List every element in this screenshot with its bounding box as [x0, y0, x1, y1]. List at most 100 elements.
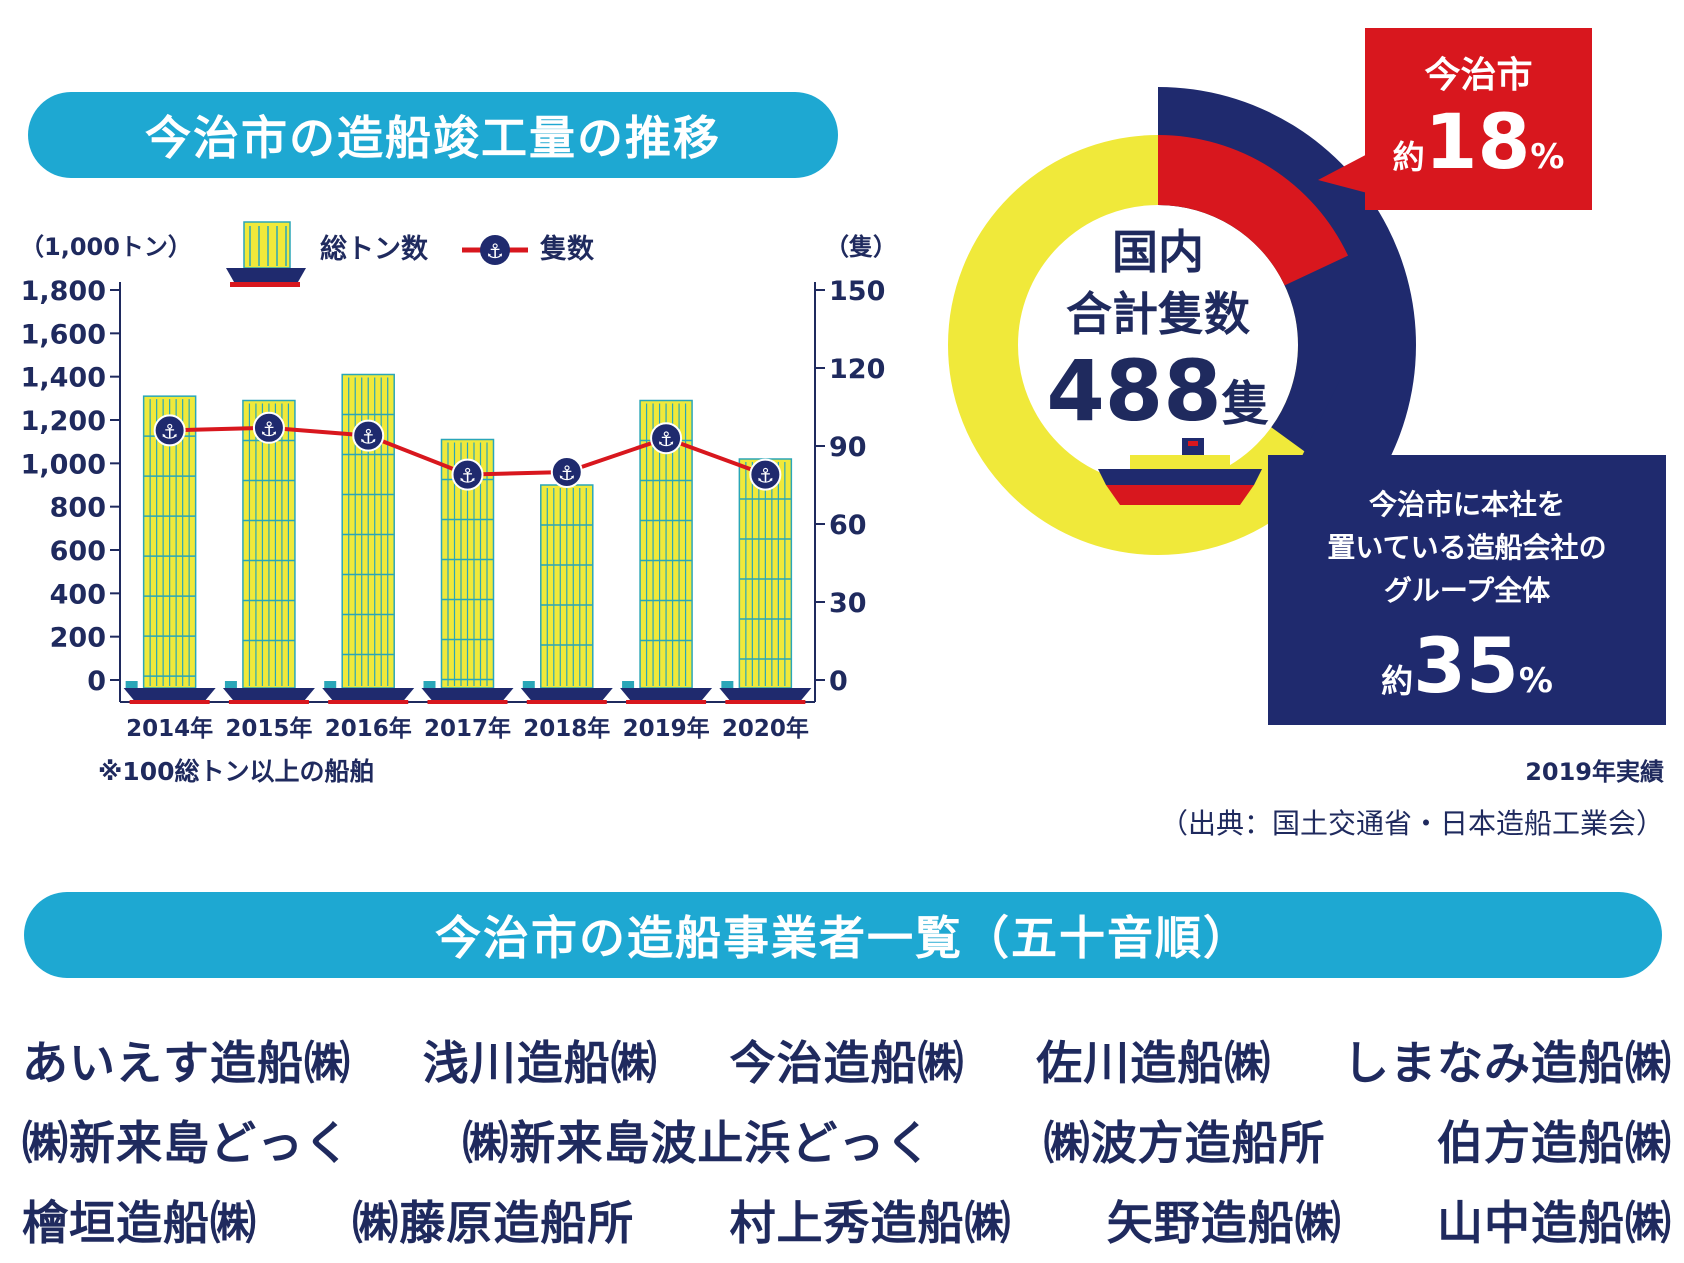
legend-line-label: 隻数 [539, 233, 595, 265]
anchor-glyph: ⚓ [161, 419, 179, 443]
company-name: 山中造船㈱ [1437, 1196, 1672, 1250]
legend-bar-label: 総トン数 [320, 233, 429, 265]
approx-label: 約 [1392, 138, 1425, 176]
anchor-glyph: ⚓ [657, 427, 675, 451]
group-label-line-2: 置いている造船会社の [1327, 531, 1607, 564]
anchor-marker [252, 411, 285, 444]
x-tick-label: 2015年 [225, 715, 312, 742]
legend-anchor-glyph: ⚓ [486, 239, 504, 263]
anchor-marker [153, 414, 186, 447]
bar-group [222, 399, 315, 704]
ship-bridge [125, 681, 138, 688]
left-tick-label: 1,200 [21, 406, 106, 437]
donut-center-unit: 隻 [1222, 376, 1270, 432]
ship-hull [322, 688, 415, 700]
ship-bridge [721, 681, 734, 688]
legend-ship-keel [230, 282, 300, 287]
right-tick-label: 30 [829, 588, 867, 619]
left-tick-label: 1,600 [21, 319, 106, 350]
donut-center-total: 488隻 [1046, 342, 1269, 440]
ship-hull-bottom [1106, 485, 1254, 505]
anchor-marker [650, 422, 683, 455]
left-tick-label: 0 [87, 666, 106, 697]
anchor-marker [451, 458, 484, 491]
red-callout-pointer [1318, 150, 1375, 195]
left-tick-label: 1,000 [21, 449, 106, 480]
legend-bar-swatch [226, 221, 306, 287]
company-row: 檜垣造船㈱ ㈱藤原造船所 村上秀造船㈱ 矢野造船㈱ 山中造船㈱ [22, 1180, 1672, 1260]
group-percent: 35 [1413, 621, 1519, 710]
right-tick-label: 90 [829, 432, 867, 463]
x-tick-label: 2016年 [325, 715, 412, 742]
company-name: ㈱新来島どっく [22, 1116, 351, 1170]
company-list: あいえす造船㈱ 浅川造船㈱ 今治造船㈱ 佐川造船㈱ しまなみ造船㈱ ㈱新来島どっく ㈱新来島… [22, 1020, 1672, 1260]
x-tick-label: 2014年 [126, 715, 213, 742]
anchor-glyph: ⚓ [359, 425, 377, 449]
bar-group [520, 484, 613, 704]
company-name: 佐川造船㈱ [1036, 1036, 1272, 1090]
right-axis-unit: （隻） [825, 233, 897, 261]
anchor-marker [352, 419, 385, 452]
group-label-line-3: グループ全体 [1383, 574, 1551, 607]
left-tick-label: 1,400 [21, 363, 106, 394]
anchor-glyph: ⚓ [756, 464, 774, 488]
group-share-callout: 今治市に本社を 置いている造船会社の グループ全体 約35% [1268, 455, 1666, 725]
donut-center-line-1: 国内 [1112, 225, 1204, 279]
ship-keel [626, 700, 707, 704]
ship-bridge [423, 681, 436, 688]
x-tick-label: 2017年 [424, 715, 511, 742]
chart-section-title: 今治市の造船竣工量の推移 [28, 92, 838, 178]
ship-hull [719, 688, 812, 700]
company-name: しまなみ造船㈱ [1343, 1036, 1672, 1090]
company-name: 今治造船㈱ [729, 1036, 965, 1090]
left-axis-unit: （1,000トン） [20, 233, 192, 261]
companies-section-title: 今治市の造船事業者一覧（五十音順） [24, 892, 1662, 978]
legend-bar-rect [243, 221, 291, 269]
ship-keel [328, 700, 409, 704]
ship-hull-top [1098, 469, 1262, 485]
ship-keel [228, 700, 309, 704]
x-tick-label: 2019年 [623, 715, 710, 742]
group-label-line-1: 今治市に本社を [1368, 488, 1565, 521]
ship-bridge [1182, 438, 1204, 455]
source-note: （出典：国土交通省・日本造船工業会） [1159, 807, 1664, 840]
right-tick-label: 60 [829, 510, 867, 541]
anchor-glyph: ⚓ [260, 417, 278, 441]
company-name: あいえす造船㈱ [22, 1036, 351, 1090]
anchor-marker [550, 456, 583, 488]
ship-bridge [622, 681, 635, 688]
imabari-percent: 18 [1424, 97, 1531, 186]
ship-keel [526, 700, 607, 704]
left-tick-label: 800 [50, 493, 106, 524]
approx-label: 約 [1381, 662, 1414, 700]
ship-hull [421, 688, 514, 700]
ship-hull [620, 688, 713, 700]
ship-hull [520, 688, 613, 700]
left-tick-label: 200 [50, 623, 106, 654]
imabari-label: 今治市 [1424, 55, 1533, 96]
legend-ship-hull [226, 268, 306, 282]
ship-keel [129, 700, 210, 704]
left-tick-label: 600 [50, 536, 106, 567]
company-row: あいえす造船㈱ 浅川造船㈱ 今治造船㈱ 佐川造船㈱ しまなみ造船㈱ [22, 1020, 1672, 1100]
right-tick-label: 150 [829, 276, 885, 307]
right-tick-label: 0 [829, 666, 848, 697]
company-name: ㈱藤原造船所 [352, 1196, 635, 1250]
company-name: 檜垣造船㈱ [22, 1196, 257, 1250]
donut-center-value: 488 [1046, 342, 1221, 440]
ship-keel [725, 700, 806, 704]
anchor-marker [749, 458, 782, 491]
legend-anchor-icon [480, 235, 510, 265]
company-name: 伯方造船㈱ [1436, 1116, 1672, 1170]
ship-funnel [1188, 441, 1198, 446]
ship-bridge [522, 681, 535, 688]
left-tick-label: 400 [50, 579, 106, 610]
ship-cargo [1130, 455, 1230, 469]
company-name: ㈱波方造船所 [1043, 1116, 1326, 1170]
ship-hull [222, 688, 315, 700]
percent-sign: % [1518, 661, 1553, 701]
ship-bridge [324, 681, 337, 688]
left-tick-label: 1,800 [21, 276, 106, 307]
company-name: ㈱新来島波止浜どっく [462, 1116, 933, 1170]
